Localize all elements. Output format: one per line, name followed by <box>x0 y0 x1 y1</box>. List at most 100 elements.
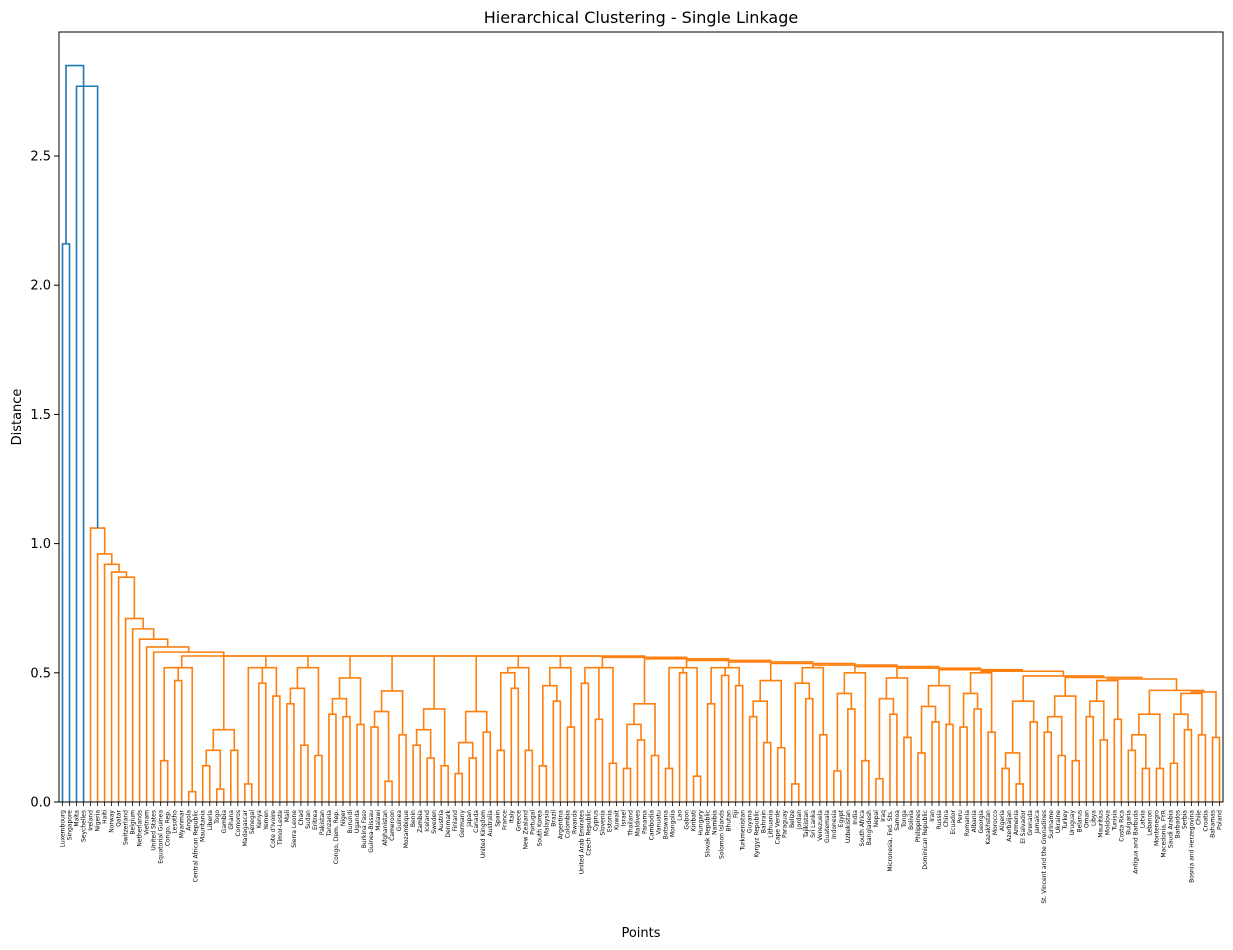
dendrogram-link <box>1099 739 1109 802</box>
dendrogram-link <box>286 703 295 802</box>
dendrogram-link <box>762 741 772 802</box>
dendrogram-link <box>1155 767 1165 802</box>
dendrogram-link <box>1046 715 1063 756</box>
dendrogram-link <box>180 655 266 668</box>
chart-title: Hierarchical Clustering - Single Linkage <box>484 8 798 27</box>
leaf-label: Gabon <box>684 810 691 830</box>
dendrogram-link <box>61 243 71 802</box>
leaf-label: Libya <box>1090 810 1097 826</box>
y-axis-label: Distance <box>10 389 25 446</box>
dendrogram-link <box>1053 695 1077 761</box>
leaf-label: Romania <box>964 810 971 837</box>
leaf-label: Guyana <box>747 810 754 833</box>
plot-frame <box>58 31 1224 803</box>
leaf-label: South Korea <box>536 810 543 847</box>
dendrogram-link <box>752 700 769 743</box>
dendrogram-link <box>412 744 421 802</box>
leaf-label: Canada <box>473 810 480 833</box>
dendrogram-link <box>173 679 183 802</box>
leaf-label: Burkina Faso <box>361 810 368 849</box>
leaf-label: Comoros <box>235 810 242 837</box>
leaf-label: Guinea-Bissau <box>368 810 375 853</box>
dendrogram-link <box>468 757 478 802</box>
leaf-label: Cote d'Ivoire <box>270 810 277 848</box>
leaf-label: Austria <box>438 810 445 832</box>
dendrogram-link <box>927 684 951 725</box>
leaf-label: Ukraine <box>1055 810 1062 833</box>
leaf-label: Sudan <box>305 810 312 829</box>
leaf-label: Algeria <box>999 810 1006 831</box>
leaf-label: Malawi <box>375 810 382 831</box>
dendrogram-link <box>1043 731 1053 802</box>
dendrogram-link <box>1071 759 1081 802</box>
leaf-label: Portugal <box>529 810 536 835</box>
leaf-label: Angola <box>186 810 193 831</box>
leaf-label: Solomon Islands <box>719 810 726 859</box>
leaf-label: Pakistan <box>319 810 326 835</box>
dendrogram-link <box>676 666 698 777</box>
leaf-label: India <box>852 810 859 825</box>
dendrogram-link <box>790 783 800 802</box>
dendrogram-link <box>861 759 870 802</box>
y-tick-label: 2.5 <box>30 150 51 165</box>
leaf-label: Israel <box>620 810 627 827</box>
leaf-label: Mozambique <box>403 810 410 849</box>
leaf-label: Bahrain <box>761 810 768 833</box>
leaf-label: Serbia <box>1181 810 1188 829</box>
dendrogram-link <box>776 746 786 802</box>
leaf-label: Gambia <box>221 810 228 834</box>
leaf-label: Mongolia <box>670 810 677 837</box>
leaf-label: Albania <box>971 810 978 833</box>
leaf-label: El Salvador <box>1020 809 1027 843</box>
dendrogram-link <box>255 666 278 697</box>
dendrogram-link <box>566 726 576 802</box>
leaf-label: Panama <box>642 810 649 834</box>
leaf-label: South Africa <box>859 810 866 847</box>
dendrogram-link <box>626 723 642 769</box>
leaf-label: Ireland <box>88 810 95 831</box>
dendrogram-link <box>159 759 169 802</box>
leaf-label: Kyrgyz Republic <box>754 810 761 857</box>
leaf-label: United Kingdom <box>480 810 487 858</box>
leaf-label: Peru <box>957 810 964 824</box>
dendrogram-link <box>258 682 267 802</box>
leaf-label: Eritrea <box>312 810 319 830</box>
dendrogram-link <box>668 666 684 769</box>
dendrogram-link <box>510 687 520 802</box>
dendrogram-link <box>987 731 996 802</box>
leaf-label: Mali <box>284 810 291 823</box>
leaf-label: Rwanda <box>571 810 578 834</box>
leaf-label: Mauritania <box>200 810 207 842</box>
y-tick-label: 1.0 <box>30 537 51 552</box>
dendrogram-link <box>163 666 180 761</box>
leaf-label: Seychelles <box>81 810 88 842</box>
dendrogram-link <box>878 697 895 779</box>
leaf-label: Fiji <box>733 810 740 818</box>
dendrogram-link <box>538 765 548 802</box>
dendrogram-link <box>636 739 646 802</box>
dendrogram-link <box>1169 762 1179 802</box>
dendrogram-link <box>454 772 463 802</box>
dendrogram-link <box>1183 728 1193 802</box>
dendrogram-link <box>1173 713 1189 764</box>
leaf-label: Finland <box>452 810 459 832</box>
leaf-label: Latvia <box>1139 810 1146 829</box>
leaf-label: Bangladesh <box>866 810 873 845</box>
leaf-label: Bosnia and Herzegovina <box>1188 810 1195 883</box>
dendrogram-link <box>1113 718 1123 802</box>
leaf-label: Zambia <box>417 810 424 833</box>
dendrogram-link <box>748 715 758 802</box>
dendrogram-link <box>542 684 558 766</box>
leaf-label: Madagascar <box>242 809 249 846</box>
leaf-label: Vietnam <box>144 810 151 835</box>
dendrogram-link <box>1085 715 1095 802</box>
leaf-label: Botswana <box>663 810 670 840</box>
leaf-label: Jamaica <box>1034 810 1041 835</box>
leaf-label: Morocco <box>992 810 999 835</box>
leaf-label: Philippines <box>915 810 922 842</box>
leaf-label: China <box>943 810 950 827</box>
dendrogram-link <box>594 718 604 802</box>
leaf-label: Singapore <box>67 810 74 841</box>
leaf-label: Czech Republic <box>585 810 592 856</box>
